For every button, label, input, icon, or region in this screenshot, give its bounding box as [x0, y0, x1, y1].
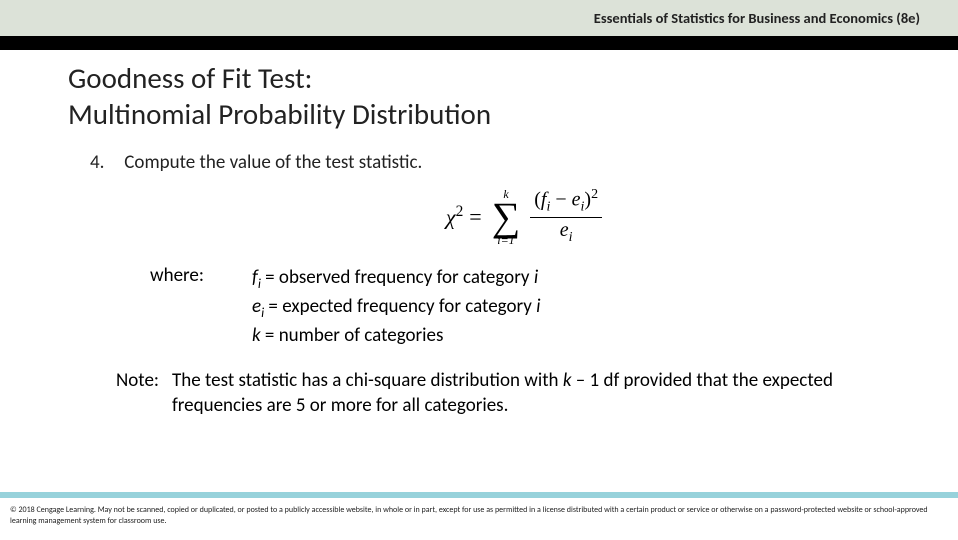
- book-title: Essentials of Statistics for Business an…: [594, 9, 920, 27]
- formula-area: χ2 = k ∑ i=1 (fi − ei)2 ei: [90, 188, 958, 246]
- content-area: 4. Compute the value of the test statist…: [90, 151, 958, 419]
- where-label: where:: [150, 264, 252, 350]
- summation: k ∑ i=1: [492, 188, 521, 246]
- fraction-denominator: ei: [560, 218, 573, 245]
- note-text: The test statistic has a chi-square dist…: [172, 369, 918, 418]
- note-label: Note:: [116, 369, 172, 418]
- fraction-numerator: (fi − ei)2: [530, 188, 602, 218]
- sum-lower: i=1: [497, 234, 514, 246]
- slide-title: Goodness of Fit Test: Multinomial Probab…: [68, 60, 958, 133]
- def-k: k = number of categories: [252, 322, 540, 350]
- chi-squared-symbol: χ2: [446, 203, 463, 230]
- def-ei: ei = expected frequency for category i: [252, 293, 540, 322]
- black-divider: [0, 36, 958, 50]
- step-text: Compute the value of the test statistic.: [124, 151, 422, 174]
- copyright-text: © 2018 Cengage Learning. May not be scan…: [0, 498, 958, 540]
- title-line-2: Multinomial Probability Distribution: [68, 96, 958, 132]
- note-block: Note: The test statistic has a chi-squar…: [116, 369, 918, 418]
- title-line-1: Goodness of Fit Test:: [68, 60, 958, 96]
- sum-symbol: ∑: [492, 200, 521, 234]
- fraction: (fi − ei)2 ei: [530, 188, 602, 245]
- where-definitions: fi = observed frequency for category i e…: [252, 264, 540, 350]
- chi-square-formula: χ2 = k ∑ i=1 (fi − ei)2 ei: [446, 188, 602, 246]
- step-number: 4.: [90, 151, 120, 174]
- footer: © 2018 Cengage Learning. May not be scan…: [0, 492, 958, 540]
- def-fi: fi = observed frequency for category i: [252, 264, 540, 293]
- equals-sign: =: [469, 204, 481, 230]
- where-block: where: fi = observed frequency for categ…: [150, 264, 958, 350]
- step-line: 4. Compute the value of the test statist…: [90, 151, 958, 174]
- header-band: Essentials of Statistics for Business an…: [0, 0, 958, 36]
